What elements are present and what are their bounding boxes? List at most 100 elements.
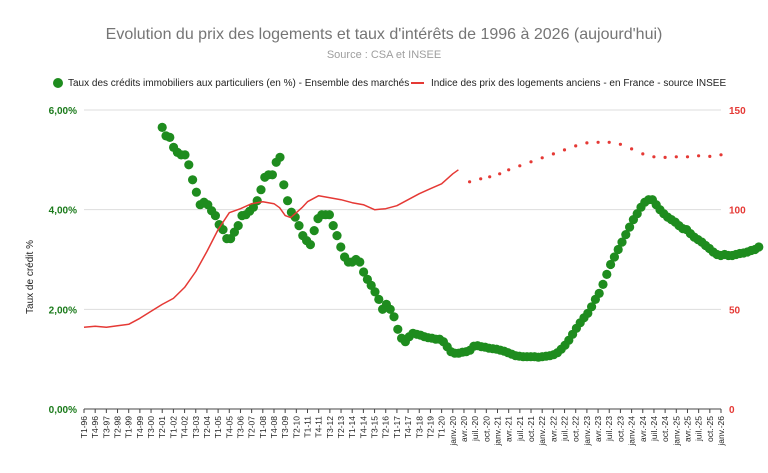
x-axis-tick-label: avr.-22 [548, 416, 558, 442]
x-axis-tick-label: oct.-21 [526, 416, 536, 442]
x-axis-tick-label: T2-16 [381, 416, 391, 438]
price-index-projection-point [607, 140, 611, 144]
rate-point [180, 150, 190, 160]
x-axis-tick-label: avr.-25 [682, 416, 692, 442]
x-axis-tick-label: janv.-21 [492, 416, 502, 447]
x-axis-tick-label: T3-09 [280, 416, 290, 438]
y-axis-right-tick-label: 100 [729, 206, 746, 217]
x-axis-tick-label: T4-02 [180, 416, 190, 438]
rate-point [157, 122, 167, 132]
rate-point [210, 211, 220, 221]
x-axis-tick-label: T1-05 [213, 416, 223, 438]
price-index-line [83, 169, 459, 329]
chart-subtitle: Source : CSA et INSEE [327, 49, 441, 61]
rate-point [606, 259, 616, 270]
x-axis-tick-label: T2-04 [202, 416, 212, 438]
x-axis-tick-label: T3-15 [370, 416, 380, 438]
price-index-projection-point [618, 142, 623, 146]
rate-point [233, 221, 243, 231]
y-axis-right-tick-label: 50 [729, 305, 741, 316]
price-index-projection-point [507, 168, 511, 172]
legend-label-rates: Taux des crédits immobiliers aux particu… [68, 78, 409, 89]
x-axis-tick-label: T3-12 [325, 416, 335, 438]
rate-point [598, 279, 608, 289]
x-axis-tick-label: juil.-25 [694, 416, 704, 442]
x-axis-tick-label: janv.-26 [716, 416, 726, 447]
x-axis-tick-label: T3-97 [101, 416, 111, 438]
rate-point [602, 269, 612, 279]
price-index-projection-point [479, 177, 483, 181]
x-axis-tick-label: juil.-21 [515, 416, 525, 442]
rate-point [393, 324, 403, 334]
price-index-projection-point [488, 175, 492, 179]
x-axis-tick-label: janv.-20 [448, 416, 458, 447]
rate-point [324, 210, 334, 220]
rate-point [355, 257, 365, 267]
price-index-projection-point [685, 155, 690, 159]
rate-point [587, 302, 597, 312]
x-axis-tick-label: janv.-24 [627, 416, 637, 447]
x-axis-tick-label: T4-08 [269, 416, 279, 438]
x-axis-tick-label: oct.-22 [571, 416, 581, 442]
x-axis-tick-label: T2-13 [336, 416, 346, 438]
x-axis-tick-label: T1-99 [124, 416, 134, 438]
rate-point [283, 196, 293, 206]
y-axis-left-label: Taux de crédit % [25, 240, 36, 314]
price-index-projection-point [641, 152, 645, 156]
x-axis-tick-label: T3-00 [146, 416, 156, 438]
rate-point [184, 160, 194, 170]
price-index-projection-point [663, 155, 667, 159]
chart-title: Evolution du prix des logements et taux … [106, 26, 663, 43]
y-axis-left-tick-label: 2,00% [49, 305, 77, 316]
x-axis-tick-label: T1-11 [303, 416, 313, 438]
x-axis-tick-label: juil.-20 [470, 416, 480, 442]
price-index-projection-point [551, 152, 556, 156]
x-axis-tick-label: juil.-24 [649, 416, 659, 442]
x-axis-tick-label: T2-10 [291, 416, 301, 438]
x-axis-tick-label: T2-98 [113, 416, 123, 438]
rate-point [621, 230, 631, 240]
price-index-projection-point [719, 153, 723, 157]
y-axis-left-tick-label: 6,00% [49, 106, 77, 117]
y-axis-right-tick-label: 150 [729, 106, 746, 117]
price-index-projection-point [652, 155, 656, 159]
price-index-projection-point [585, 141, 589, 145]
rate-point [625, 222, 635, 232]
rate-point [218, 225, 228, 235]
x-axis-tick-label: oct.-23 [615, 416, 625, 442]
legend-marker-rates [53, 78, 63, 88]
rate-point [389, 312, 399, 322]
x-axis-tick-label: T1-96 [79, 416, 89, 438]
grid [84, 109, 721, 410]
price-index-projection-point [468, 180, 472, 184]
x-axis-tick-label: juil.-23 [604, 416, 614, 442]
x-axis-tick-label: avr.-23 [593, 416, 603, 442]
x-axis-tick-label: janv.-22 [537, 416, 547, 447]
price-index-projection-point [562, 148, 567, 152]
x-axis-tick-label: T1-08 [258, 416, 268, 438]
price-index-projection-point [529, 160, 533, 164]
price-index-projection-point [630, 147, 634, 151]
rate-point [609, 252, 620, 262]
rate-point [256, 185, 266, 195]
rate-point [370, 287, 380, 297]
rate-point [267, 170, 277, 180]
x-axis-tick-label: T4-11 [314, 416, 324, 438]
x-axis-tick-label: T4-14 [358, 416, 368, 438]
x-axis-tick-label: avr.-21 [504, 416, 514, 442]
x-axis-tick-label: T4-17 [403, 416, 413, 438]
x-axis-tick-label: T2-01 [157, 416, 167, 438]
x-axis-tick-label: oct.-25 [705, 416, 715, 442]
x-axis-tick-label: T4-96 [90, 416, 100, 438]
rate-point [754, 242, 764, 252]
x-axis-tick-label: T4-05 [224, 416, 234, 438]
rate-point [328, 221, 338, 231]
rate-point [165, 132, 175, 142]
series [83, 122, 764, 362]
rate-point [188, 175, 198, 185]
rate-point [374, 294, 384, 304]
rate-point [613, 244, 623, 255]
